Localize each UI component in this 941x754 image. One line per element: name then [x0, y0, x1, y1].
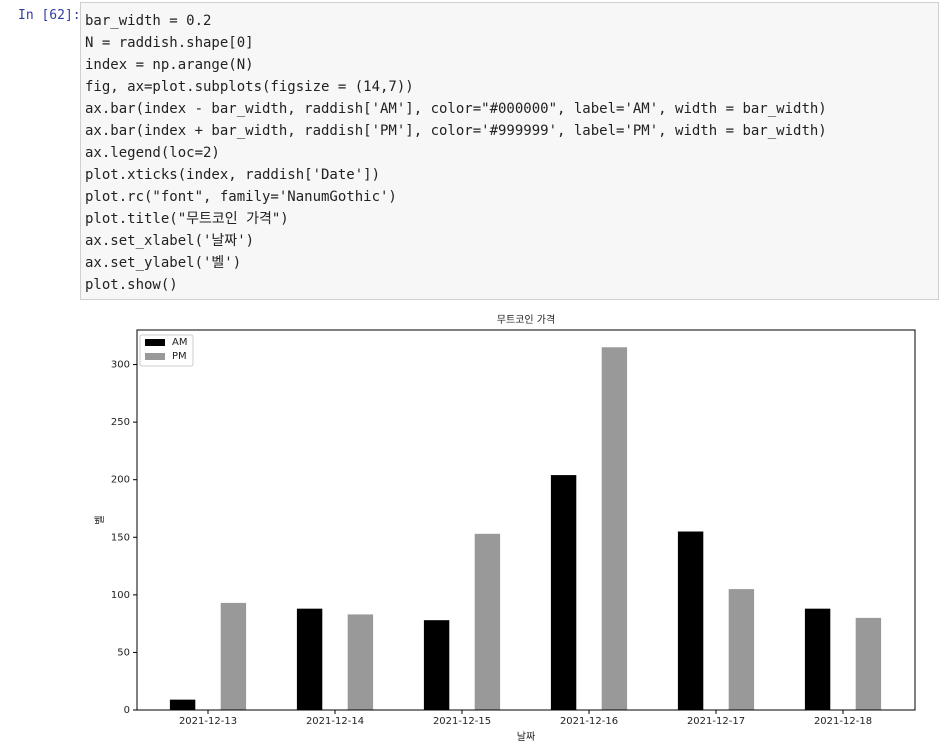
- bar: [855, 617, 882, 710]
- code-line: plot.title("무트코인 가격"): [85, 211, 289, 227]
- code-line: ax.set_xlabel('날짜'): [85, 233, 255, 249]
- code-line: plot.xticks(index, raddish['Date']): [85, 167, 381, 183]
- y-tick-label: 250: [111, 417, 130, 428]
- bar: [423, 620, 450, 710]
- bar: [169, 699, 196, 710]
- y-tick-label: 200: [111, 475, 130, 486]
- code-line: ax.bar(index + bar_width, raddish['PM'],…: [85, 123, 827, 139]
- y-axis-label: 벨: [94, 515, 106, 524]
- x-tick-label: 2021-12-18: [814, 716, 872, 727]
- code-line: index = np.arange(N): [85, 57, 254, 73]
- code-line: bar_width = 0.2: [85, 13, 212, 29]
- bar: [550, 475, 577, 710]
- cell-prompt: In [62]:: [18, 8, 81, 23]
- bar: [804, 608, 831, 710]
- bar: [220, 602, 247, 710]
- chart-title: 무트코인 가격: [497, 313, 555, 326]
- x-axis-label: 날짜: [517, 731, 535, 743]
- bar: [347, 614, 374, 710]
- y-tick-label: 150: [111, 532, 130, 543]
- x-tick-label: 2021-12-17: [687, 716, 745, 727]
- code-line: ax.legend(loc=2): [85, 145, 220, 161]
- legend-swatch: [145, 339, 165, 346]
- legend-label: AM: [172, 337, 187, 348]
- code-line: ax.bar(index - bar_width, raddish['AM'],…: [85, 101, 827, 117]
- legend-label: PM: [172, 351, 187, 362]
- code-line: plot.rc("font", family='NanumGothic'): [85, 189, 397, 205]
- bar: [677, 531, 704, 710]
- x-tick-label: 2021-12-14: [306, 716, 364, 727]
- x-tick-label: 2021-12-16: [560, 716, 618, 727]
- code-line: plot.show(): [85, 277, 178, 293]
- bar: [601, 347, 628, 710]
- x-tick-label: 2021-12-15: [433, 716, 491, 727]
- bar: [474, 533, 501, 710]
- y-tick-label: 0: [124, 705, 130, 716]
- y-tick-label: 300: [111, 360, 130, 371]
- y-tick-label: 100: [111, 590, 130, 601]
- bar: [728, 589, 755, 710]
- plot-frame: [136, 329, 916, 711]
- bar: [296, 608, 323, 710]
- x-tick-label: 2021-12-13: [179, 716, 237, 727]
- code-cell[interactable]: bar_width = 0.2 N = raddish.shape[0] index…: [80, 2, 939, 300]
- code-line: ax.set_ylabel('벨'): [85, 255, 242, 271]
- legend-swatch: [145, 353, 165, 360]
- y-tick-label: 50: [117, 647, 130, 658]
- code-line: N = raddish.shape[0]: [85, 35, 254, 51]
- code-line: fig, ax=plot.subplots(figsize = (14,7)): [85, 79, 414, 95]
